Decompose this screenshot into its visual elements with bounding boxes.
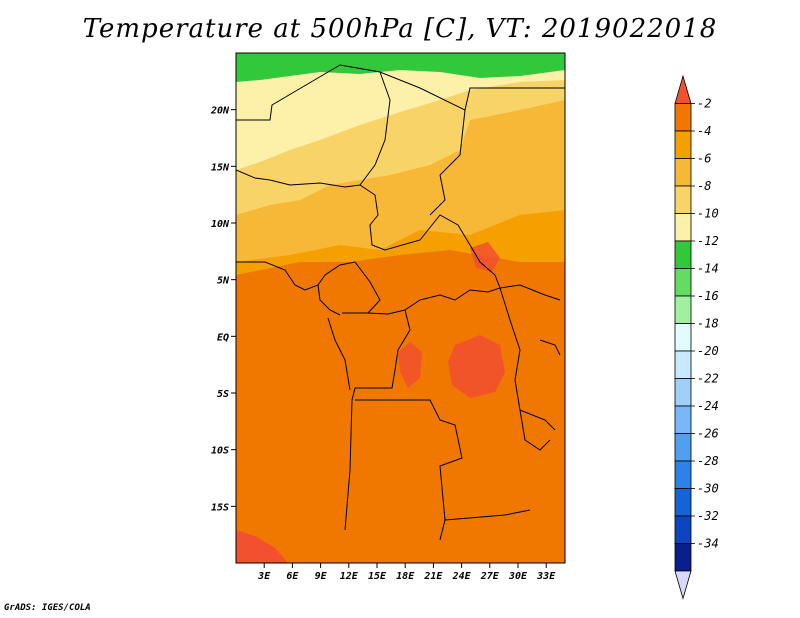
x-tick-label: 30E [508, 571, 528, 582]
y-axis: 20N 15N 10N 5N EQ 5S 10S 15S [210, 106, 236, 513]
colorbar-cell [674, 460, 692, 489]
colorbar-cell [674, 295, 692, 324]
field-warm-northeast [470, 242, 500, 272]
field-warm-west [398, 342, 422, 388]
x-axis: 3E 6E 9E 12E 15E 18E 21E 24E 27E 30E 33E [257, 563, 556, 582]
field-band-cool-north [236, 53, 565, 170]
y-tick-label: 20N [210, 106, 230, 117]
colorbar-bottom-arrow [674, 570, 692, 600]
y-tick-label: 15N [211, 162, 230, 173]
y-tick-label: 10N [211, 219, 230, 230]
x-tick-label: 3E [257, 571, 271, 582]
colorbar-label: -8 [697, 179, 711, 193]
colorbar-label: -24 [697, 399, 719, 413]
colorbar-cell [674, 240, 692, 269]
colorbar-label: -10 [697, 207, 719, 221]
colorbar-cell [674, 130, 692, 159]
colorbar-label: -20 [697, 344, 719, 358]
colorbar-cell [674, 378, 692, 407]
colorbar-label: -28 [697, 454, 719, 468]
field-warm-southwest [236, 530, 288, 563]
map-area [236, 53, 565, 563]
field-warm-center [236, 250, 565, 563]
colorbar-label: -6 [697, 152, 711, 166]
colorbar-label: -18 [697, 317, 719, 331]
colorbar-label: -34 [697, 537, 719, 551]
colorbar-cell [674, 268, 692, 297]
x-tick-label: 27E [480, 571, 500, 582]
map-frame [235, 52, 566, 564]
colorbar-label: -22 [697, 372, 719, 386]
chart-title: Temperature at 500hPa [C], VT: 201902201… [82, 14, 718, 44]
y-tick-label: 10S [211, 446, 229, 457]
x-tick-label: 33E [536, 571, 556, 582]
field-coast-strip [236, 53, 565, 82]
x-tick-label: 24E [452, 571, 472, 582]
colorbar-label: -2 [697, 97, 711, 111]
colorbar-top-arrow [674, 74, 692, 104]
colorbar-label: -16 [697, 289, 719, 303]
colorbar-cell [674, 350, 692, 379]
x-tick-label: 6E [286, 571, 299, 582]
colorbar-cell [674, 213, 692, 242]
x-tick-label: 15E [368, 571, 387, 582]
x-tick-label: 18E [396, 571, 415, 582]
colorbar-cell [674, 185, 692, 214]
y-tick-label: EQ [217, 332, 229, 343]
x-tick-label: 9E [315, 571, 328, 582]
colorbar-cell [674, 433, 692, 462]
colorbar-label: -30 [697, 482, 719, 496]
colorbar: -2 -4 -6 -8 -10 -12 -14 -16 -18 -20 -22 -24 -26 -28 -3… [674, 74, 719, 600]
colorbar-cell [674, 515, 692, 544]
grads-credit: GrADS: IGES/COLA [4, 603, 91, 613]
country-borders [236, 64, 565, 541]
colorbar-label: -32 [697, 509, 719, 523]
y-tick-label: 5N [217, 276, 230, 287]
colorbar-cell [674, 543, 692, 572]
colorbar-label: -26 [697, 427, 719, 441]
field-warm-congo [448, 335, 505, 398]
y-tick-label: 15S [211, 502, 229, 513]
colorbar-label: -12 [697, 234, 719, 248]
colorbar-cell [674, 158, 692, 187]
colorbar-cell [674, 488, 692, 517]
y-tick-label: 5S [217, 389, 229, 400]
colorbar-label: -14 [697, 262, 719, 276]
x-tick-label: 21E [423, 571, 443, 582]
colorbar-cell [674, 103, 692, 132]
colorbar-label: -4 [697, 124, 711, 138]
x-tick-label: 12E [340, 571, 359, 582]
colorbar-cell [674, 405, 692, 434]
colorbar-cell [674, 323, 692, 352]
